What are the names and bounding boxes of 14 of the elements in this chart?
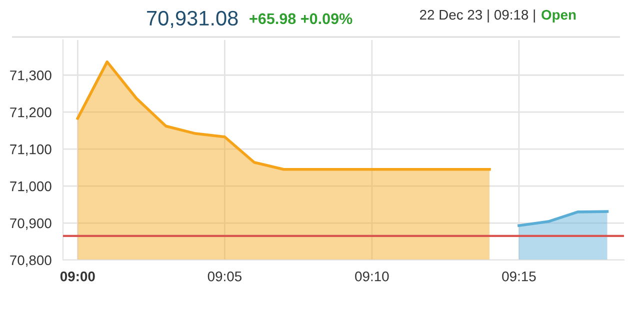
y-tick-label: 70,800: [10, 255, 52, 267]
x-tick-label: 09:15: [502, 271, 536, 282]
chart-subtitle: +65.98 +0.09%: [250, 13, 352, 24]
y-tick-label: 70,900: [10, 218, 52, 230]
chart-title: 70,931.08: [147, 10, 238, 28]
y-tick-label: 71,200: [10, 107, 52, 119]
y-tick-label: 71,300: [10, 70, 52, 82]
y-tick-label: 71,000: [10, 181, 52, 193]
text: Open: [542, 10, 576, 22]
x-tick-label: 09:05: [208, 271, 242, 282]
x-tick-label: 09:10: [355, 271, 389, 282]
y-tick-label: 71,100: [10, 144, 52, 156]
text: 22 Dec 23 | 09:18 |: [420, 9, 535, 23]
x-tick-label: 09:00: [60, 271, 95, 282]
